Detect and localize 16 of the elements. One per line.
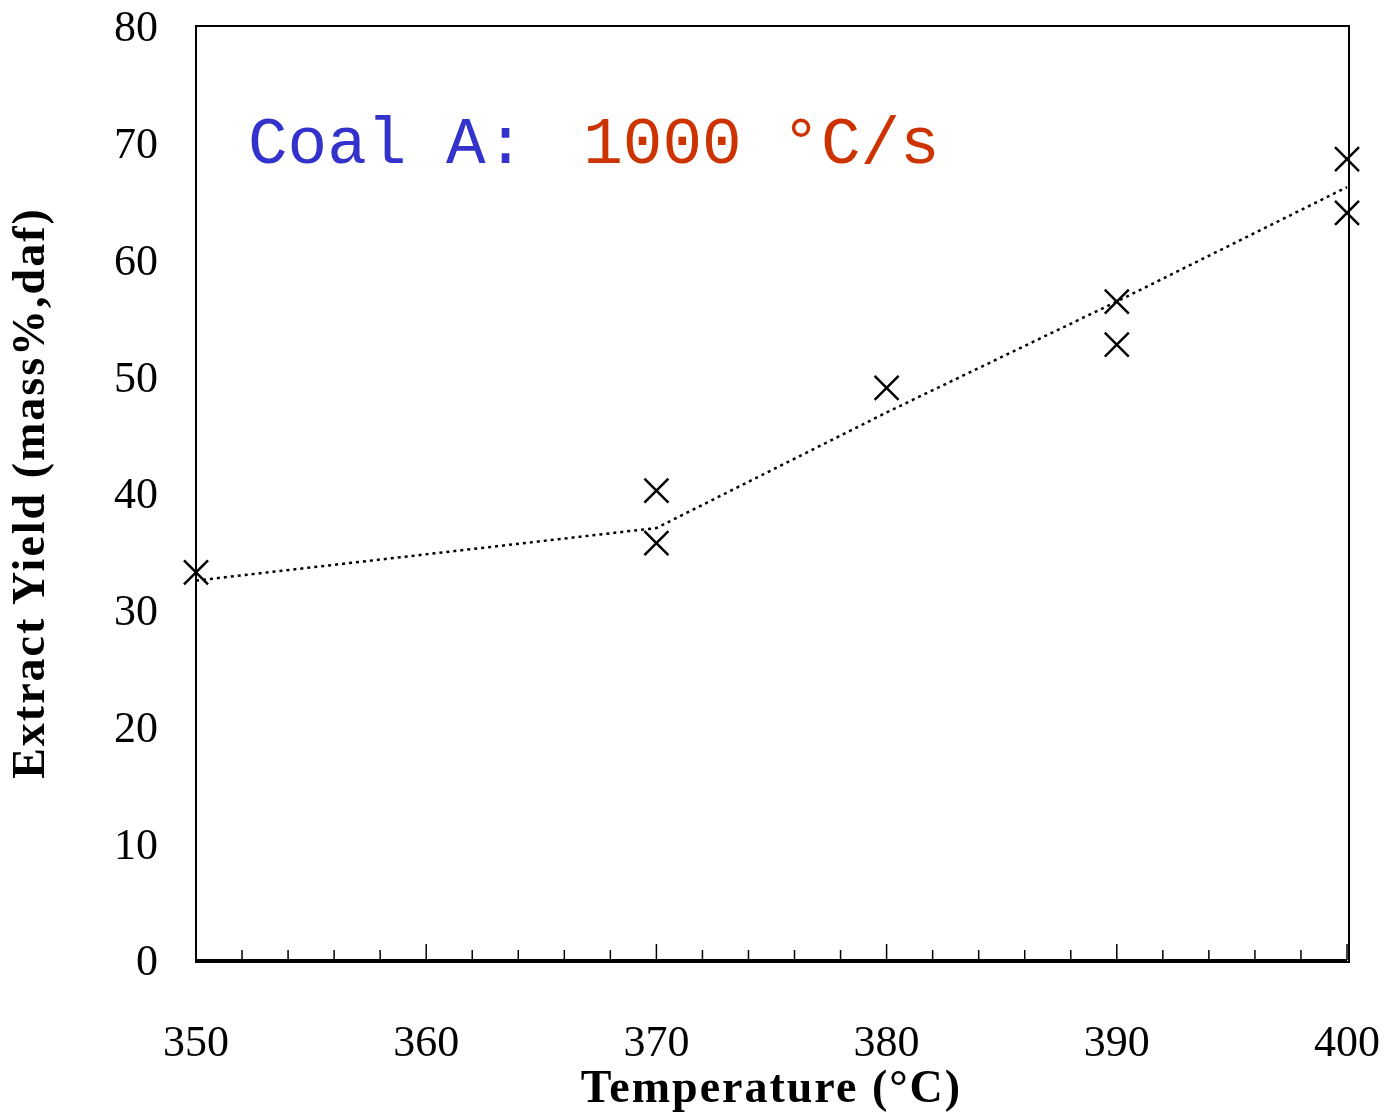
x-tick-label: 390 [1083,1017,1150,1066]
annotation: 1000 °C/s [583,108,940,183]
y-tick-label: 40 [114,469,158,519]
y-tick-label: 70 [114,119,158,169]
x-tick-label: 400 [1314,1017,1380,1066]
y-axis-title: Extract Yield (mass%,daf) [3,207,55,779]
y-tick-label: 10 [114,819,158,869]
y-tick-label: 60 [114,235,158,285]
y-tick-label: 30 [114,586,158,636]
y-tick-label: 50 [114,352,158,402]
x-tick-label: 350 [163,1017,229,1066]
annotation: Coal A: [248,108,526,183]
y-tick-label: 20 [114,702,158,752]
y-tick-label: 0 [136,936,158,986]
x-tick-label: 360 [393,1017,460,1066]
y-tick-label: 80 [114,2,158,52]
